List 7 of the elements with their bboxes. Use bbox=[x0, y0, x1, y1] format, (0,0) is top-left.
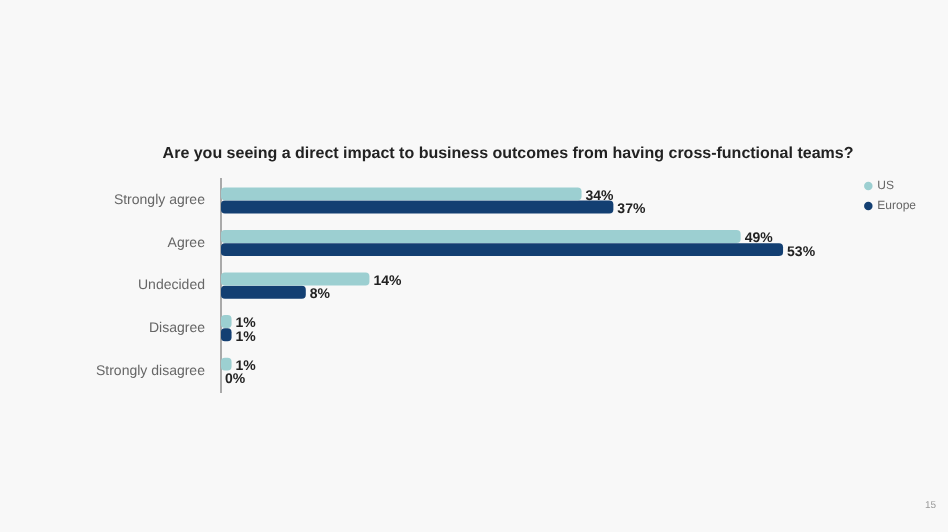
chart-title: Are you seeing a direct impact to business outcomes from having cross-functional teams? bbox=[162, 144, 854, 163]
bar bbox=[220, 285, 306, 299]
bar bbox=[220, 200, 614, 214]
bar bbox=[220, 187, 582, 201]
bar bbox=[220, 243, 784, 257]
bar bbox=[220, 229, 741, 243]
bar bbox=[220, 272, 370, 286]
